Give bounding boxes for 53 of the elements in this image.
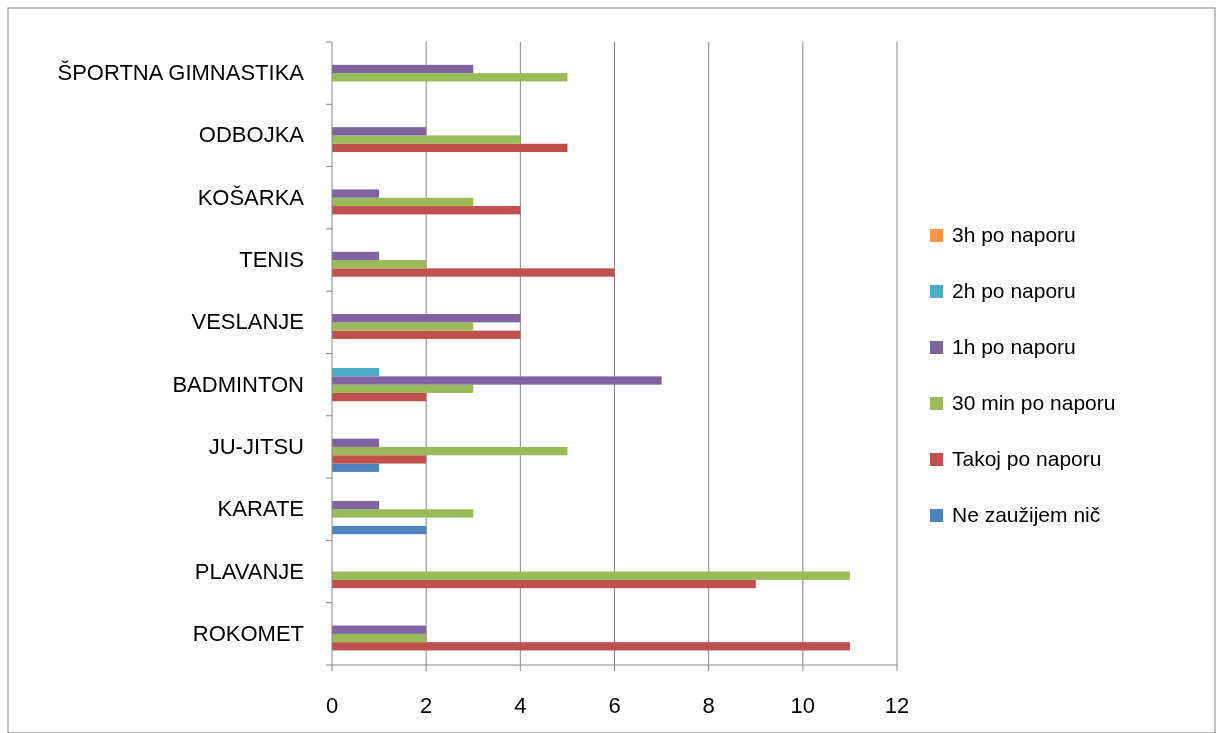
bar: [332, 368, 380, 377]
bar: [332, 64, 474, 74]
bar: [332, 571, 850, 580]
bar: [332, 135, 521, 144]
bar: [332, 330, 521, 339]
bar: [332, 463, 380, 472]
bar: [332, 392, 427, 402]
legend-label: 2h po naporu: [952, 279, 1076, 302]
bar: [332, 500, 380, 510]
bar: [332, 633, 427, 643]
x-tick-label: 6: [608, 693, 621, 718]
x-tick-label: 12: [884, 693, 910, 718]
y-tick-label: ŠPORTNA GIMNASTIKA: [57, 60, 305, 86]
bar: [332, 73, 568, 82]
y-tick-label: PLAVANJE: [194, 558, 304, 584]
x-tick-label: 8: [702, 693, 715, 718]
y-tick-label: JU-JITSU: [208, 433, 304, 459]
bar: [332, 384, 474, 393]
legend-label: Takoj po naporu: [952, 447, 1102, 470]
bar: [332, 579, 756, 589]
bar: [332, 446, 568, 456]
legend-label: 3h po naporu: [952, 223, 1076, 246]
legend-label: Ne zaužijem nič: [952, 503, 1101, 526]
bar: [332, 438, 380, 447]
y-tick-label: ODBOJKA: [198, 122, 305, 148]
bar: [332, 189, 380, 198]
bar: [332, 197, 474, 207]
x-tick-label: 10: [790, 693, 816, 718]
bar: [332, 455, 427, 464]
bar: [332, 206, 521, 215]
y-tick-label: ROKOMET: [192, 620, 304, 646]
x-tick-label: 0: [325, 693, 339, 718]
bar: [332, 260, 427, 269]
x-tick-label: 4: [514, 693, 527, 718]
y-tick-label: TENIS: [239, 247, 304, 273]
y-tick-label: VESLANJE: [191, 309, 304, 335]
y-tick-label: KARATE: [217, 496, 304, 522]
bar: [332, 268, 615, 277]
bar: [332, 625, 427, 634]
y-tick-label: KOŠARKA: [197, 184, 305, 210]
x-tick-label: 2: [420, 693, 433, 718]
legend-label: 1h po naporu: [952, 335, 1076, 358]
bar: [332, 314, 521, 323]
bar: [332, 525, 427, 535]
bar: [332, 642, 850, 651]
y-tick-label: BADMINTON: [172, 371, 304, 397]
bar: [332, 251, 380, 261]
bar: [332, 127, 427, 136]
bar: [332, 509, 474, 518]
bar: [332, 143, 568, 153]
legend-label: 30 min po naporu: [952, 391, 1116, 414]
bar: [332, 376, 662, 385]
bar: [332, 322, 474, 331]
